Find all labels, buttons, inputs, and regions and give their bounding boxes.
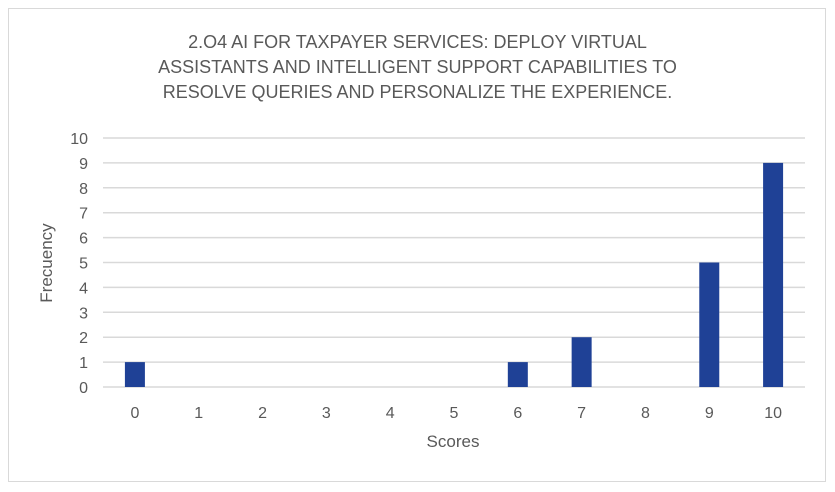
x-tick-label: 3 xyxy=(322,405,331,422)
title-line-2: ASSISTANTS AND INTELLIGENT SUPPORT CAPAB… xyxy=(158,57,677,77)
x-tick-label: 2 xyxy=(258,405,267,422)
y-tick-label: 5 xyxy=(79,256,88,273)
y-tick-label: 7 xyxy=(79,206,88,223)
y-tick-label: 1 xyxy=(79,355,88,372)
x-tick-label: 0 xyxy=(130,405,139,422)
bar xyxy=(699,262,720,387)
y-tick-label: 10 xyxy=(70,131,88,148)
bar xyxy=(124,362,145,387)
x-tick-label: 7 xyxy=(577,405,586,422)
y-tick-label: 2 xyxy=(79,330,88,347)
bar xyxy=(571,337,592,387)
x-tick-label: 5 xyxy=(450,405,459,422)
y-tick-label: 6 xyxy=(79,231,88,248)
x-axis-label: Scores xyxy=(427,432,480,451)
title-line-1: 2.O4 AI FOR TAXPAYER SERVICES: DEPLOY VI… xyxy=(188,32,647,52)
chart-frame xyxy=(8,8,826,482)
y-axis-label: Frecuency xyxy=(37,223,56,303)
y-tick-label: 4 xyxy=(79,280,88,297)
y-tick-label: 0 xyxy=(79,380,88,397)
x-tick-label: 6 xyxy=(513,405,522,422)
x-tick-label: 9 xyxy=(705,405,714,422)
chart-title: 2.O4 AI FOR TAXPAYER SERVICES: DEPLOY VI… xyxy=(0,30,835,105)
bar xyxy=(763,162,784,387)
title-line-3: RESOLVE QUERIES AND PERSONALIZE THE EXPE… xyxy=(162,82,673,102)
x-tick-label: 8 xyxy=(641,405,650,422)
y-tick-label: 8 xyxy=(79,181,88,198)
bar xyxy=(507,362,528,387)
y-tick-label: 3 xyxy=(79,305,88,322)
x-tick-label: 4 xyxy=(386,405,395,422)
x-tick-label: 10 xyxy=(764,405,782,422)
x-tick-label: 1 xyxy=(194,405,203,422)
y-tick-label: 9 xyxy=(79,156,88,173)
